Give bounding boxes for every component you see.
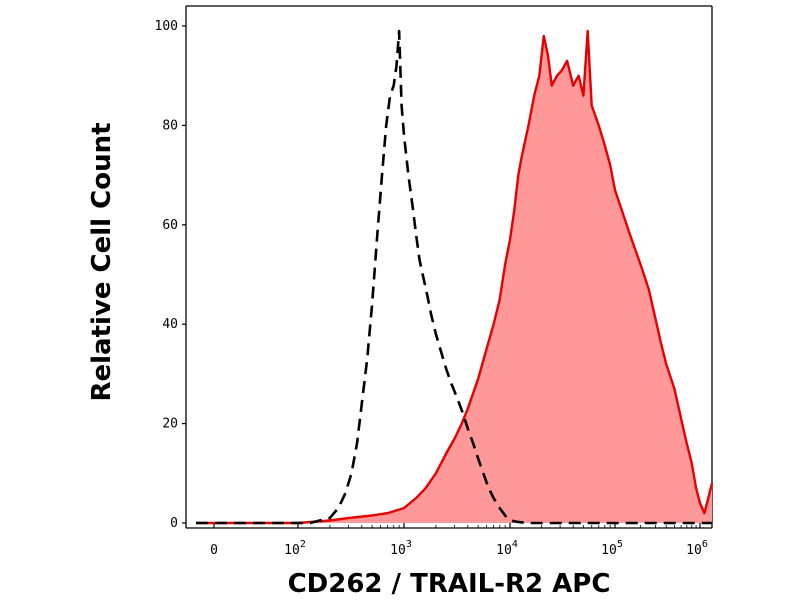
- x-tick-label-5: 106: [686, 539, 708, 558]
- y-axis-ticks: 0 20 40 60 80 100: [155, 19, 186, 531]
- x-axis-title: CD262 / TRAIL-R2 APC: [288, 569, 611, 599]
- series-fill-cd262-stained: [196, 31, 712, 523]
- x-tick-label-0: 0: [210, 543, 218, 558]
- y-tick-label-60: 60: [162, 218, 178, 233]
- x-axis-ticks: 0 102 103 104 105 106: [210, 522, 708, 558]
- y-tick-label-40: 40: [162, 317, 178, 332]
- series-line-isotype-control: [196, 29, 712, 525]
- y-axis-title: Relative Cell Count: [87, 122, 117, 401]
- y-tick-label-20: 20: [162, 417, 178, 432]
- histogram-series: [196, 29, 714, 525]
- x-tick-label-4: 105: [601, 539, 623, 558]
- x-tick-label-1: 102: [284, 539, 306, 558]
- y-tick-label-100: 100: [155, 19, 178, 34]
- x-tick-label-2: 103: [390, 539, 412, 558]
- y-tick-label-0: 0: [170, 516, 178, 531]
- series-line-cd262-stained: [196, 29, 714, 525]
- plot-frame: [185, 5, 713, 529]
- y-tick-label-80: 80: [162, 118, 178, 133]
- x-tick-label-3: 104: [496, 539, 518, 558]
